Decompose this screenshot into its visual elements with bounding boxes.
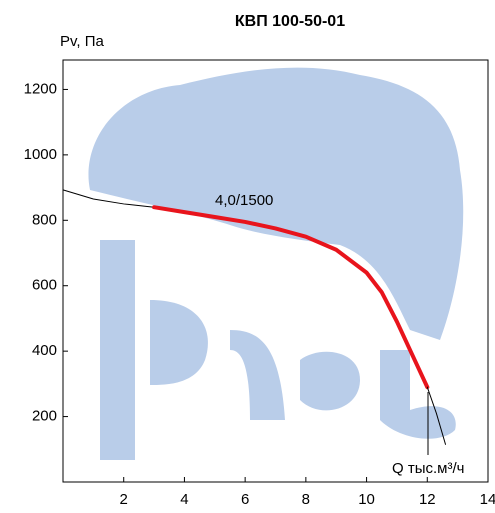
y-tick-label: 1000 (24, 146, 57, 163)
x-tick-label: 14 (480, 491, 495, 508)
curve (62, 189, 155, 208)
watermark (88, 67, 464, 460)
y-tick-label: 600 (32, 277, 57, 294)
x-tick-label: 2 (120, 491, 128, 508)
curve (426, 386, 446, 445)
curve (152, 205, 430, 390)
x-tick-label: 4 (180, 491, 188, 508)
y-tick-label: 400 (32, 342, 57, 359)
y-tick-label: 800 (32, 211, 57, 228)
y-tick-label: 200 (32, 408, 57, 425)
y-axis-label: Pv, Па (60, 33, 105, 50)
plot-frame (62, 59, 489, 483)
x-axis-label: Q тыс.м³/ч (392, 460, 464, 477)
x-tick-label: 8 (302, 491, 310, 508)
annotation: 4,0/1500 (215, 192, 273, 209)
x-tick-label: 6 (241, 491, 249, 508)
y-tick-label: 1200 (24, 80, 57, 97)
chart-title: КВП 100-50-01 (235, 13, 345, 30)
x-tick-label: 12 (419, 491, 436, 508)
x-tick-label: 10 (358, 491, 375, 508)
